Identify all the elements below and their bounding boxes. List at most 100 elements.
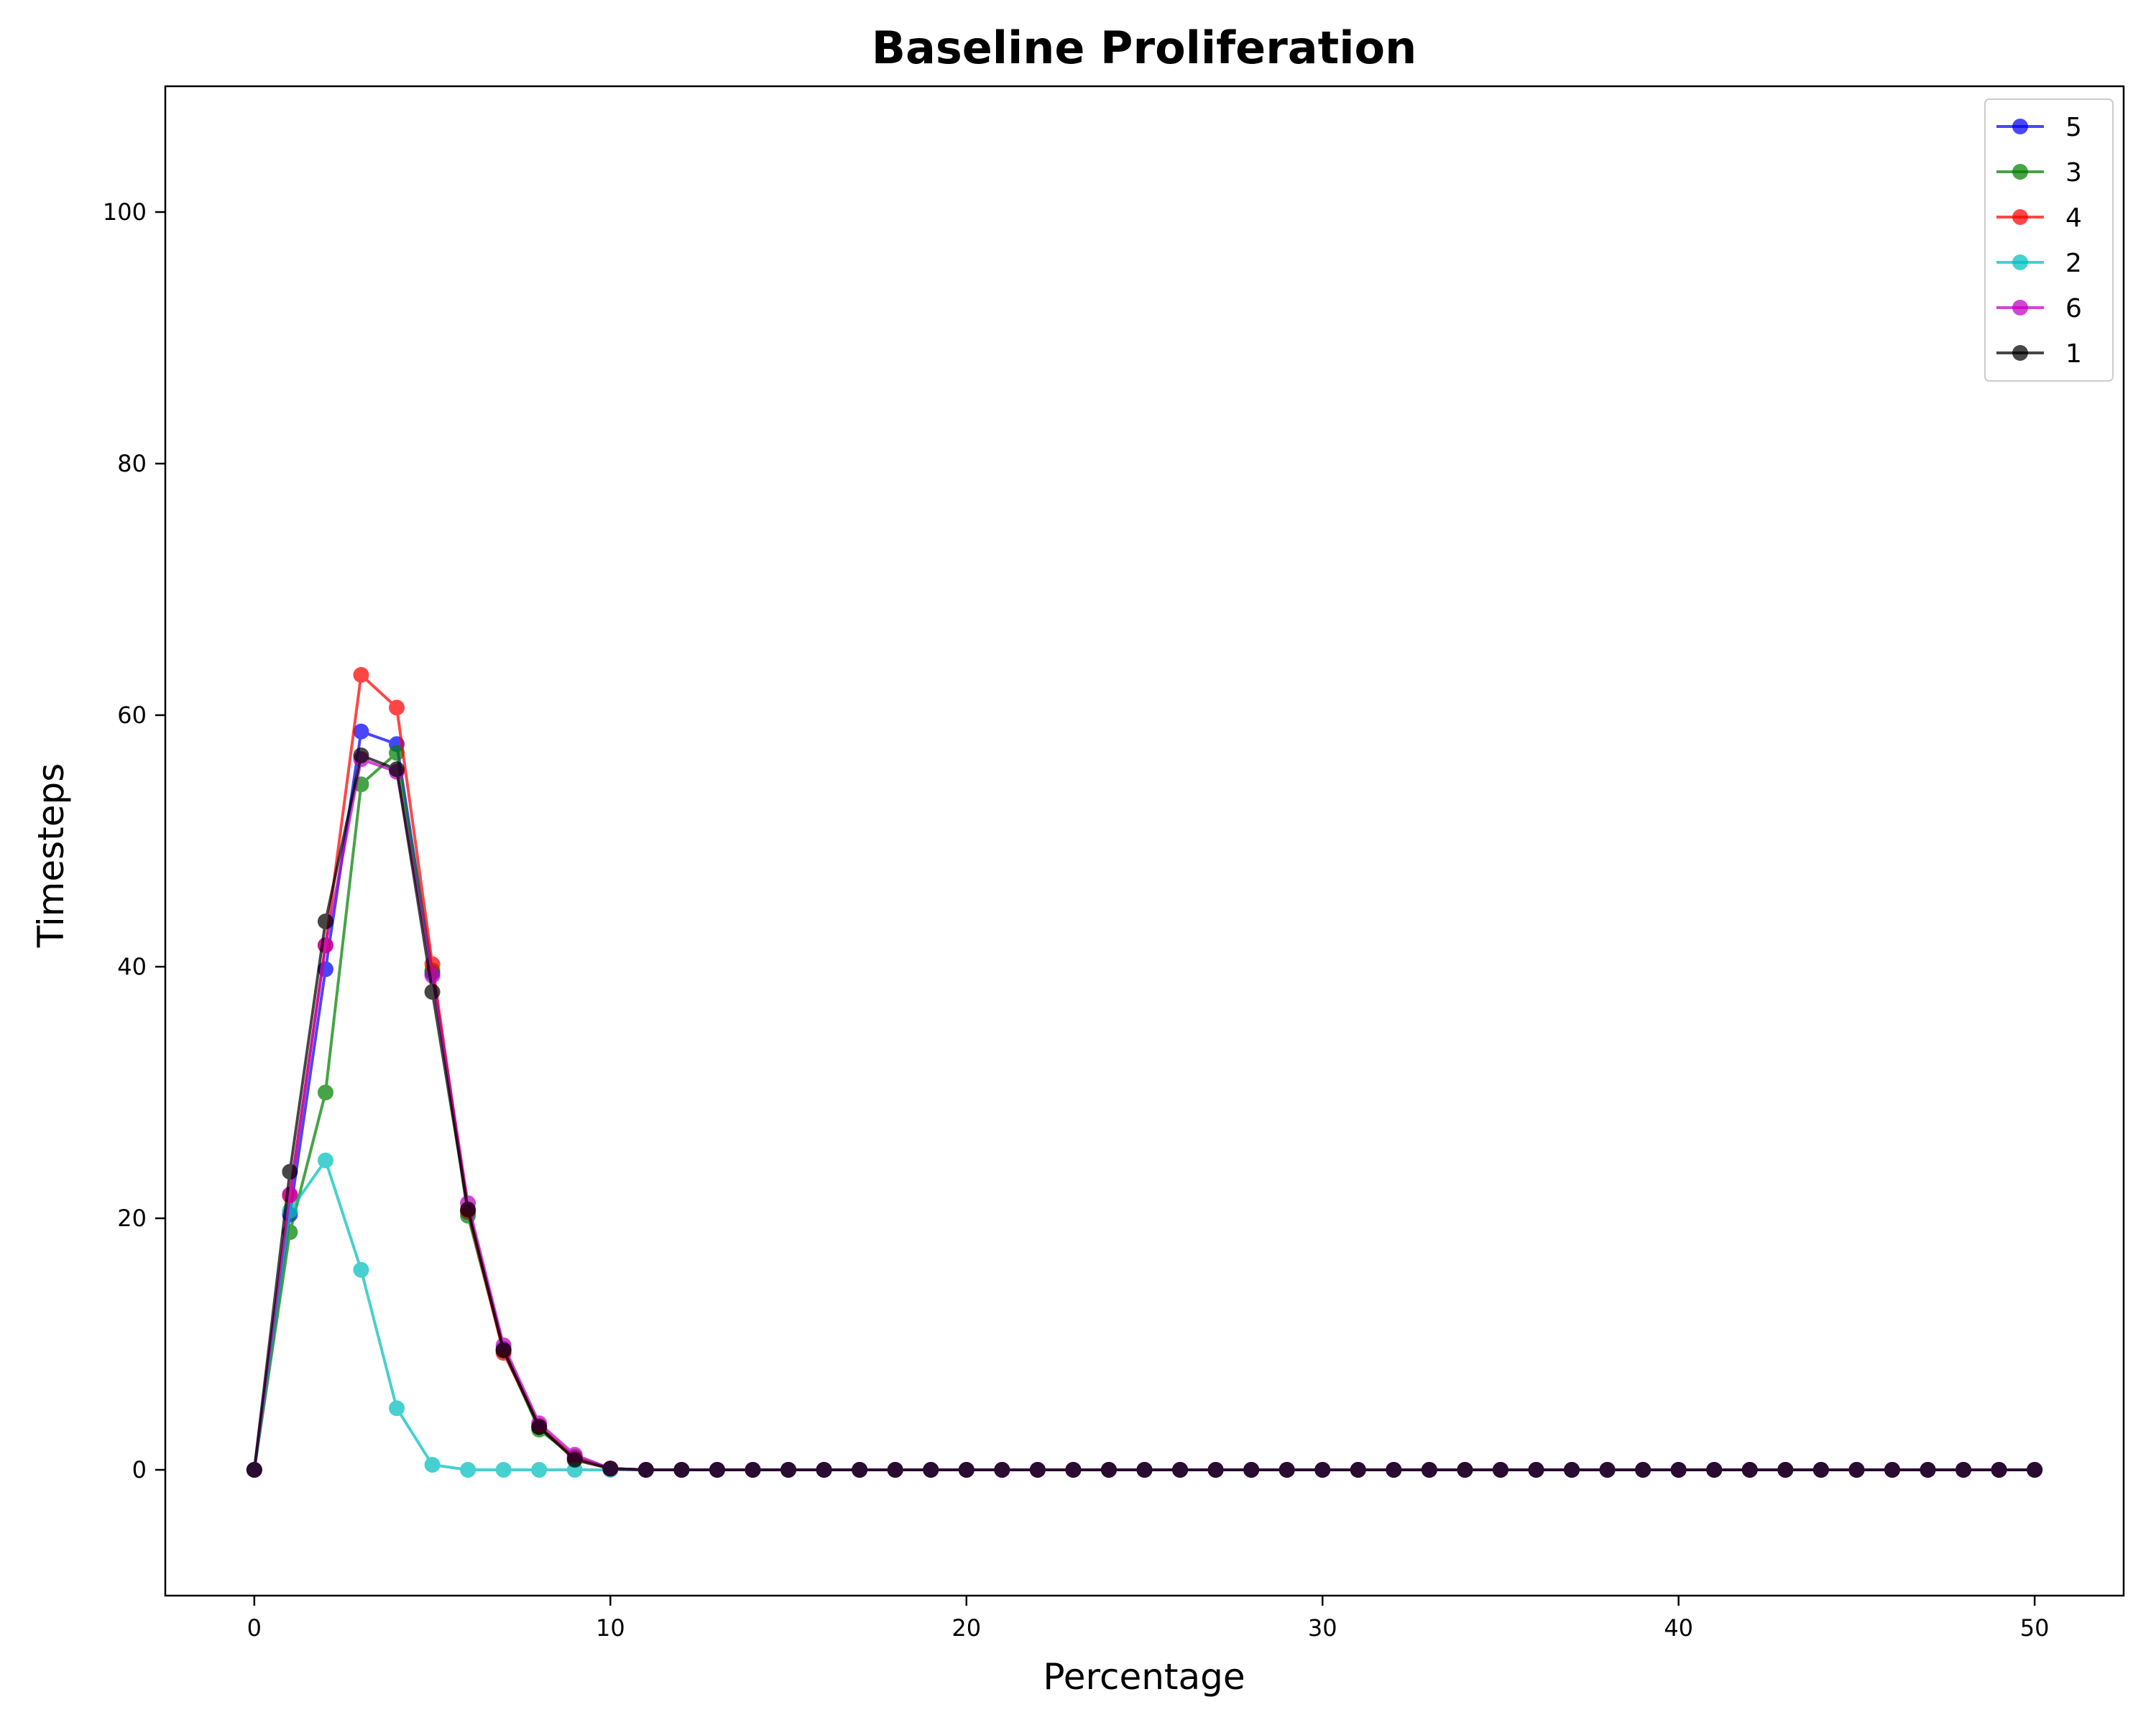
chart-title: Baseline Proliferation <box>872 22 1417 74</box>
legend: 5 3 4 2 6 1 <box>1984 98 2114 382</box>
data-point <box>1279 1462 1295 1478</box>
data-point <box>460 1201 476 1218</box>
data-point <box>282 1164 298 1180</box>
x-axis: 0 10 20 30 40 50 <box>247 1596 2050 1642</box>
legend-item: 6 <box>1996 294 2082 323</box>
legend-marker <box>2012 119 2028 134</box>
x-tick-label: 0 <box>247 1614 262 1642</box>
series-line <box>252 730 2035 1471</box>
legend-label: 4 <box>2065 203 2082 233</box>
data-point <box>460 1462 476 1478</box>
data-point <box>531 1419 548 1435</box>
legend-item: 1 <box>1996 339 2082 369</box>
legend-box <box>1984 98 2114 382</box>
series-line <box>252 754 2035 1471</box>
series-line <box>252 751 2035 1471</box>
legend-marker <box>2012 164 2028 180</box>
data-point <box>994 1462 1010 1478</box>
legend-label: 2 <box>2065 249 2082 278</box>
legend-marker <box>2012 345 2028 361</box>
data-point <box>923 1462 939 1478</box>
y-axis-label: Timesteps <box>30 763 72 949</box>
data-point <box>1706 1462 1723 1478</box>
data-point <box>566 1452 583 1468</box>
data-point <box>1741 1462 1758 1478</box>
data-point <box>745 1462 761 1478</box>
data-point <box>1955 1462 1972 1478</box>
data-point <box>495 1342 512 1358</box>
y-tick-label: 0 <box>132 1456 147 1484</box>
x-axis-label: Percentage <box>1043 1656 1245 1698</box>
legend-marker <box>2012 300 2028 316</box>
data-point <box>1564 1462 1580 1478</box>
data-point <box>1314 1462 1331 1478</box>
data-point <box>1172 1462 1189 1478</box>
data-point <box>1920 1462 1936 1478</box>
x-tick-label: 50 <box>2020 1614 2050 1642</box>
series-line <box>252 1159 2035 1471</box>
data-point <box>1991 1462 2007 1478</box>
series-line <box>252 758 2035 1471</box>
data-point <box>780 1462 797 1478</box>
data-point <box>852 1462 868 1478</box>
data-point <box>1243 1462 1260 1478</box>
legend-label: 6 <box>2065 294 2082 323</box>
data-point <box>1386 1462 1402 1478</box>
data-point <box>709 1462 725 1478</box>
legend-item: 3 <box>1996 158 2082 188</box>
data-point <box>673 1462 690 1478</box>
data-point <box>958 1462 975 1478</box>
y-axis: 0 20 40 60 80 100 <box>103 198 165 1484</box>
legend-marker <box>2012 209 2028 225</box>
legend-item: 2 <box>1996 249 2082 278</box>
x-tick-label: 10 <box>596 1614 625 1642</box>
data-point <box>317 1085 333 1100</box>
data-point <box>816 1462 832 1478</box>
data-point <box>1777 1462 1794 1478</box>
legend-marker <box>2012 254 2028 270</box>
data-point <box>495 1462 512 1478</box>
data-point <box>389 1400 405 1417</box>
data-point <box>1350 1462 1366 1478</box>
y-tick-label: 60 <box>117 702 147 729</box>
legend-item: 5 <box>1996 113 2082 142</box>
data-point <box>246 1462 262 1478</box>
data-point <box>2027 1462 2043 1478</box>
data-point <box>353 748 369 763</box>
data-point <box>1100 1462 1117 1478</box>
data-point <box>424 967 441 984</box>
legend-label: 5 <box>2065 113 2082 142</box>
legend-item: 4 <box>1996 203 2082 233</box>
y-tick-label: 100 <box>103 198 147 226</box>
data-point <box>1599 1462 1616 1478</box>
data-point <box>317 1152 333 1169</box>
data-point <box>1635 1462 1651 1478</box>
series-6 <box>246 751 2043 1478</box>
data-point <box>353 667 369 683</box>
series-2 <box>246 1152 2043 1478</box>
data-point <box>282 1186 298 1202</box>
data-point <box>1457 1462 1473 1478</box>
data-point <box>1848 1462 1865 1478</box>
x-tick-label: 30 <box>1308 1614 1337 1642</box>
data-point <box>1670 1462 1687 1478</box>
data-point <box>424 1457 441 1473</box>
data-point <box>602 1460 619 1477</box>
legend-label: 1 <box>2065 339 2082 369</box>
data-point <box>317 914 333 929</box>
data-point <box>389 745 405 761</box>
series-1 <box>246 748 2043 1478</box>
series-3 <box>246 745 2043 1478</box>
data-point <box>353 723 369 740</box>
data-point <box>1029 1462 1046 1478</box>
y-tick-label: 20 <box>117 1205 147 1232</box>
y-tick-label: 40 <box>117 953 147 980</box>
x-tick-label: 20 <box>952 1614 981 1642</box>
data-point <box>389 699 405 716</box>
plot-frame <box>164 85 2125 1597</box>
legend-label: 3 <box>2065 158 2082 188</box>
data-point <box>637 1462 654 1478</box>
data-point <box>1065 1462 1082 1478</box>
data-point <box>424 984 441 1000</box>
